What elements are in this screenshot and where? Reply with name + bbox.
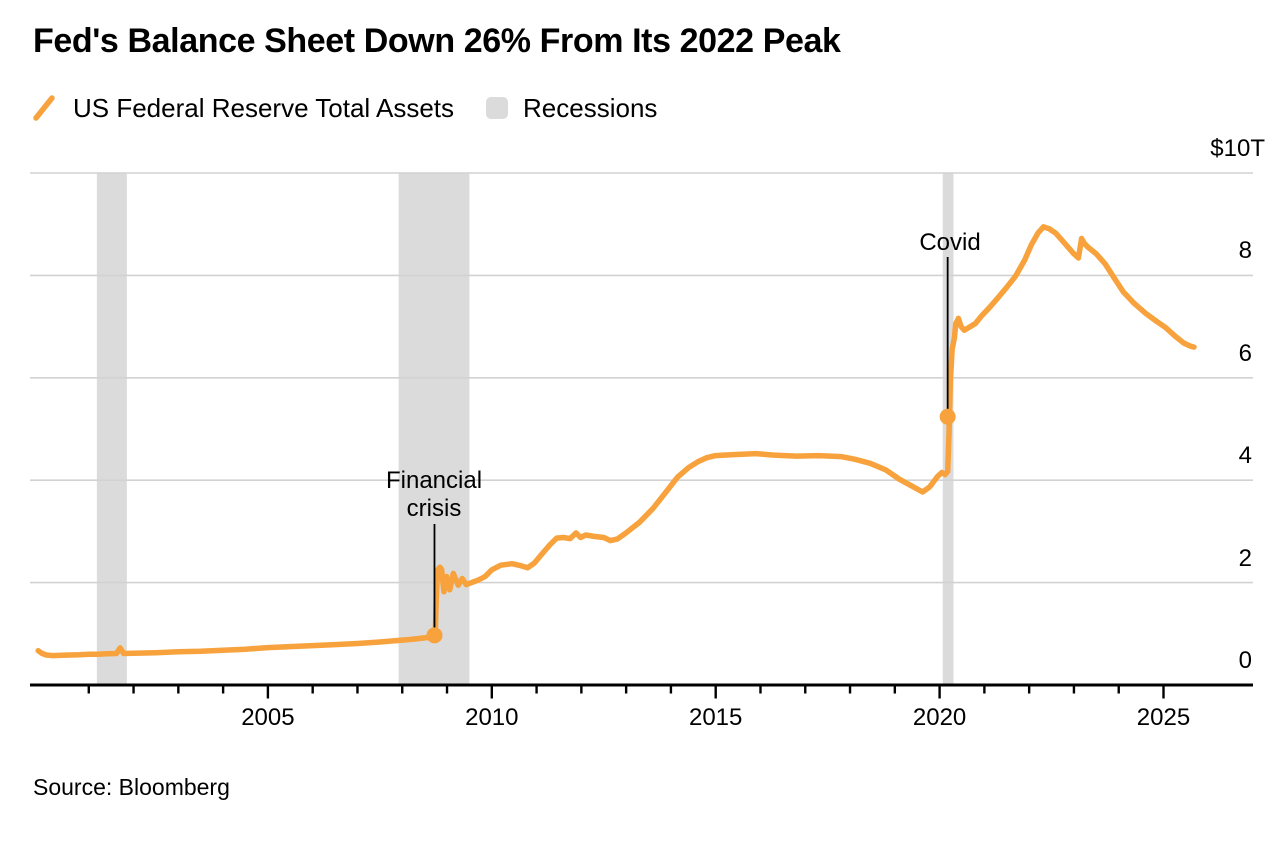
total-assets-line [35,224,1197,659]
chart-title: Fed's Balance Sheet Down 26% From Its 20… [33,22,841,60]
line-series-legend-icon [33,95,55,121]
y-axis-label: 6 [1238,339,1252,367]
y-axis-label: 4 [1238,442,1252,470]
chart-legend: US Federal Reserve Total Assets Recessio… [33,93,657,123]
x-axis-label: 2025 [1136,704,1191,731]
x-axis-label: 2015 [688,704,743,731]
legend-series-label: US Federal Reserve Total Assets [73,92,455,123]
y-axis-label: 8 [1238,237,1252,265]
x-axis-label: 2020 [912,704,967,731]
recession-band-legend-icon [486,97,509,119]
annotation-dot [426,627,443,644]
x-axis-label: 2010 [465,704,519,731]
x-axis-label: 2005 [241,704,295,731]
annotation-covid: Covid [919,229,981,256]
annotation-dot [939,408,956,425]
source-credit: Source: Bloomberg [33,774,230,800]
recession-band [96,173,127,685]
y-axis-label: $10T [1210,135,1265,162]
annotation-financial-crisis: Financial crisis [385,467,483,522]
y-axis-label: 2 [1238,544,1252,572]
legend-recessions-label: Recessions [523,92,658,123]
y-axis-label: 0 [1238,647,1252,674]
